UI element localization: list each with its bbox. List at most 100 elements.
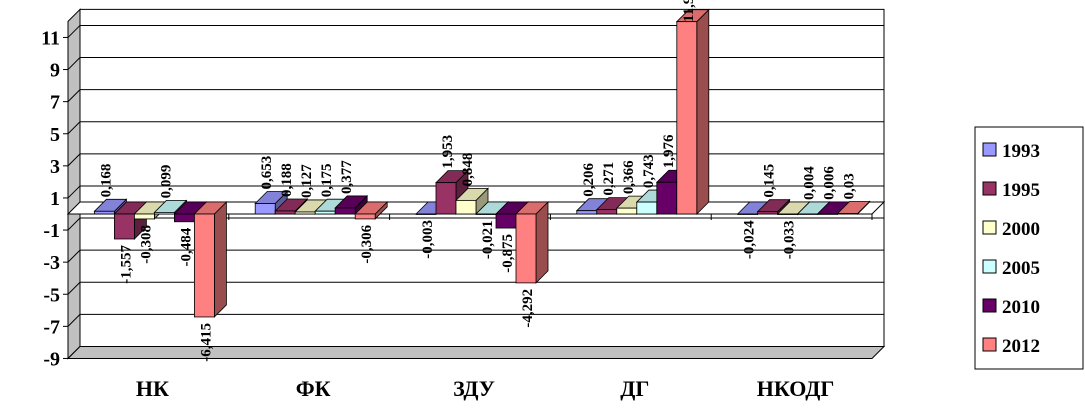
data-label: 0,127 bbox=[299, 164, 315, 198]
gridline bbox=[67, 24, 884, 38]
legend-swatch bbox=[982, 337, 997, 352]
bar-front bbox=[114, 213, 135, 240]
data-label: 0,188 bbox=[279, 163, 295, 197]
gridline bbox=[67, 217, 884, 231]
data-label: -0,484 bbox=[178, 227, 194, 266]
legend-item: 2000 bbox=[982, 219, 1040, 240]
legend-swatch bbox=[982, 298, 997, 313]
bar bbox=[675, 8, 710, 215]
legend-item: 2012 bbox=[982, 336, 1040, 357]
bar-front bbox=[314, 210, 336, 215]
bar-front bbox=[415, 213, 437, 215]
bar-front bbox=[737, 213, 758, 215]
data-label: -0,308 bbox=[138, 225, 154, 264]
bar-front bbox=[616, 207, 638, 215]
legend-label: 2012 bbox=[1002, 336, 1040, 357]
data-label: 0,271 bbox=[601, 162, 617, 196]
data-label: 0,206 bbox=[581, 162, 597, 196]
bar-front bbox=[596, 209, 618, 215]
y-tick-label: 7 bbox=[50, 92, 60, 114]
y-tick-label: 3 bbox=[50, 156, 60, 178]
bar-front bbox=[153, 212, 175, 215]
y-tick-label: -5 bbox=[43, 284, 60, 306]
floor bbox=[66, 345, 886, 359]
bar-front bbox=[334, 207, 356, 215]
bar bbox=[515, 201, 549, 284]
y-tick-label: -9 bbox=[43, 348, 60, 370]
data-label: 1,976 bbox=[661, 134, 677, 168]
bar-front bbox=[354, 213, 376, 220]
bar-front bbox=[254, 203, 276, 215]
bar-front bbox=[817, 213, 838, 215]
bar bbox=[836, 200, 871, 215]
x-tick-label: НКОДГ bbox=[757, 376, 835, 401]
bar bbox=[334, 194, 369, 215]
y-tick-label: -7 bbox=[43, 316, 60, 338]
data-label: -0,306 bbox=[359, 224, 375, 263]
legend-label: 2010 bbox=[1002, 297, 1040, 318]
bar bbox=[193, 201, 228, 318]
bar-front bbox=[294, 211, 316, 215]
data-label: 0,006 bbox=[822, 166, 838, 200]
legend-label: 1993 bbox=[1002, 141, 1040, 162]
y-tick-label: 9 bbox=[50, 60, 60, 82]
bar-side bbox=[535, 201, 549, 284]
y-tick-label: 1 bbox=[50, 188, 60, 210]
data-label: -0,033 bbox=[782, 221, 798, 260]
data-label: -0,024 bbox=[742, 220, 758, 259]
legend: 1993 1995 2000 2005 2010 2012 bbox=[974, 126, 1084, 370]
gridline bbox=[67, 121, 884, 135]
bar-front bbox=[193, 213, 215, 318]
y-tick-label: 11 bbox=[41, 27, 60, 49]
bar-front bbox=[274, 210, 296, 215]
gridline bbox=[67, 153, 884, 167]
bar-side bbox=[213, 201, 227, 318]
legend-label: 2000 bbox=[1002, 219, 1040, 240]
legend-item: 1993 bbox=[982, 141, 1040, 162]
bar bbox=[455, 187, 489, 215]
bar-front bbox=[656, 181, 678, 215]
data-label: 0,366 bbox=[621, 160, 637, 194]
legend-item: 1995 bbox=[982, 180, 1040, 201]
bar-front bbox=[133, 213, 155, 220]
gridline bbox=[67, 89, 884, 103]
bar bbox=[354, 201, 389, 220]
legend-swatch bbox=[982, 142, 997, 157]
data-label: -0,021 bbox=[480, 220, 496, 259]
data-label: 0,377 bbox=[339, 160, 355, 194]
legend-item: 2005 bbox=[982, 258, 1040, 279]
gridline bbox=[67, 281, 884, 295]
bar-front bbox=[757, 211, 778, 215]
data-label: 0,145 bbox=[762, 164, 778, 198]
data-label: 0,743 bbox=[641, 154, 657, 188]
bar-front bbox=[475, 213, 497, 215]
gridlines bbox=[67, 24, 884, 359]
legend-box bbox=[974, 126, 1084, 370]
gridline bbox=[67, 57, 884, 70]
gridline bbox=[67, 345, 884, 359]
data-label: -4,292 bbox=[520, 289, 536, 328]
bar-front bbox=[94, 210, 115, 215]
y-tick-label: -3 bbox=[43, 252, 60, 274]
gridline bbox=[67, 249, 884, 263]
legend-label: 2005 bbox=[1002, 258, 1040, 279]
bar-front bbox=[837, 213, 858, 215]
legend-item: 2010 bbox=[982, 297, 1040, 318]
bars bbox=[93, 8, 871, 318]
bar-front bbox=[777, 213, 798, 215]
bar-front bbox=[676, 21, 698, 215]
data-label: 11,983 bbox=[681, 0, 697, 22]
bar-front bbox=[576, 210, 598, 215]
y-tick-label: 5 bbox=[50, 124, 60, 146]
data-label: -0,003 bbox=[420, 220, 436, 259]
legend-swatch bbox=[982, 181, 997, 196]
bar-front bbox=[455, 199, 477, 215]
data-label: 0,099 bbox=[158, 165, 174, 199]
y-axis: 11 9 7 5 3 1 -1 -3 -5 -7 -9 bbox=[41, 21, 69, 370]
bar-front bbox=[173, 213, 195, 223]
data-label: -1,557 bbox=[118, 244, 134, 283]
data-label: -6,415 bbox=[198, 323, 214, 362]
bar-front bbox=[797, 213, 818, 215]
